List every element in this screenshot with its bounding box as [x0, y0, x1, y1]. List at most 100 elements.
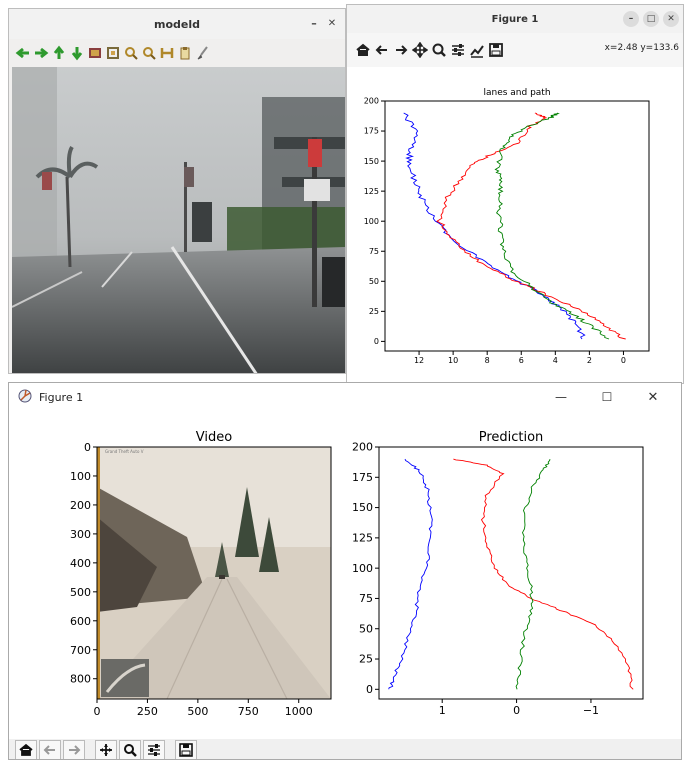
save-icon[interactable]: [488, 42, 504, 58]
y-tick-label: 150: [352, 501, 373, 514]
edit-icon[interactable]: [469, 42, 485, 58]
window-title: Figure 1: [39, 390, 84, 404]
y-tick-label: 25: [359, 653, 373, 666]
maximize-icon[interactable]: ☐: [601, 390, 613, 404]
y-tick-label: 50: [359, 622, 373, 635]
y-tick-label: 0: [374, 337, 379, 346]
matplotlib-logo-icon: [17, 389, 33, 406]
y-tick-label: 25: [369, 307, 379, 316]
y-tick-label: 0: [84, 441, 91, 454]
x-tick-label: 4: [553, 356, 558, 365]
video-axes-frame: [96, 446, 332, 700]
x-tick-label: 0: [513, 704, 520, 717]
x-tick-label: 500: [187, 705, 208, 718]
y-tick-label: 0: [366, 683, 373, 696]
window-title: Figure 1: [491, 13, 539, 25]
y-tick-label: 50: [369, 277, 379, 286]
x-tick-label: −1: [583, 704, 599, 717]
x-tick-label: 750: [238, 705, 259, 718]
lanes-and-path-chart: lanes and path 12 10 8 6 4 2 00 25 50 75 100 125 150 1…: [364, 88, 650, 365]
modeld-titlebar: modeld – ✕: [9, 9, 345, 39]
y-tick-label: 300: [70, 528, 91, 541]
y-tick-label: 125: [364, 187, 379, 196]
driving-video-frame: [12, 67, 345, 373]
up-arrow-icon[interactable]: [51, 45, 67, 61]
minimize-icon[interactable]: —: [555, 390, 567, 404]
y-tick-label: 200: [352, 441, 373, 454]
forward-icon[interactable]: [63, 740, 85, 759]
close-icon[interactable]: ✕: [647, 389, 659, 405]
y-tick-label: 175: [352, 471, 373, 484]
pan-icon[interactable]: [95, 740, 117, 759]
y-tick-label: 175: [364, 127, 379, 136]
y-tick-label: 200: [70, 499, 91, 512]
video-title: Video: [196, 430, 232, 445]
maximize-icon[interactable]: □: [643, 11, 659, 27]
y-tick-label: 200: [364, 97, 379, 106]
save-icon[interactable]: [175, 740, 197, 759]
x-tick-label: 8: [485, 356, 490, 365]
y-tick-label: 700: [70, 644, 91, 657]
x-tick-label: 6: [519, 356, 524, 365]
video-caption: Grand Theft Auto V: [105, 449, 144, 454]
zoom-icon[interactable]: [431, 42, 447, 58]
chart-title: lanes and path: [483, 88, 550, 98]
y-tick-label: 75: [359, 592, 373, 605]
y-tick-label: 600: [70, 615, 91, 628]
forward-icon[interactable]: [393, 42, 409, 58]
video-panel: Grand Theft Auto V Video 0 250 500 750 1000 0 10…: [70, 430, 332, 718]
x-tick-label: 0: [94, 705, 101, 718]
minimize-icon[interactable]: –: [311, 16, 317, 30]
right-arrow-icon[interactable]: [33, 45, 49, 61]
modeld-toolbar: [9, 39, 345, 67]
home-icon[interactable]: [15, 740, 37, 759]
x-tick-label: 12: [414, 356, 424, 365]
y-tick-label: 100: [364, 217, 379, 226]
home-icon[interactable]: [159, 45, 175, 61]
chart-title: Prediction: [479, 430, 544, 445]
window-title: modeld: [154, 17, 200, 31]
pan-icon[interactable]: [412, 42, 428, 58]
close-icon[interactable]: ✕: [663, 11, 679, 27]
series-line: [388, 458, 433, 690]
series-line: [515, 458, 551, 690]
y-tick-label: 500: [70, 586, 91, 599]
brush-icon[interactable]: [195, 45, 211, 61]
back-icon[interactable]: [39, 740, 61, 759]
minimize-icon[interactable]: –: [623, 11, 639, 27]
figure-toolbar: [347, 33, 683, 67]
x-tick-label: 1000: [285, 705, 313, 718]
down-arrow-icon[interactable]: [69, 45, 85, 61]
plot-area: [384, 100, 650, 352]
y-tick-label: 400: [70, 557, 91, 570]
modeld-window: modeld – ✕: [8, 8, 346, 374]
x-tick-label: 250: [137, 705, 158, 718]
figure-window-gtk: Figure 1 – □ ✕ x=2.48 y=133.6 lanes and …: [346, 4, 684, 384]
series-line: [453, 458, 634, 690]
y-tick-label: 150: [364, 157, 379, 166]
y-tick-label: 125: [352, 532, 373, 545]
zoom-out-icon[interactable]: [141, 45, 157, 61]
close-icon[interactable]: ✕: [327, 17, 337, 29]
x-tick-label: 0: [621, 356, 626, 365]
configure-icon[interactable]: [143, 740, 165, 759]
zoom-in-icon[interactable]: [123, 45, 139, 61]
series-line: [494, 112, 610, 340]
y-tick-label: 75: [369, 247, 379, 256]
back-icon[interactable]: [374, 42, 390, 58]
cursor-coordinates: x=2.48 y=133.6: [604, 43, 679, 53]
configure-icon[interactable]: [450, 42, 466, 58]
x-tick-label: 10: [448, 356, 458, 365]
prediction-chart: Prediction 1 0 −1 0 25 50 75 100 125 150 175 200: [352, 430, 644, 717]
y-tick-label: 800: [70, 673, 91, 686]
fit-icon[interactable]: [105, 45, 121, 61]
figure-navigation-toolbar: [9, 739, 681, 759]
zoom-icon[interactable]: [119, 740, 141, 759]
figure-titlebar: Figure 1 – □ ✕: [347, 5, 683, 33]
home-icon[interactable]: [355, 42, 371, 58]
y-tick-label: 100: [352, 562, 373, 575]
record-icon[interactable]: [87, 45, 103, 61]
gta-video-frame: [97, 447, 331, 700]
left-arrow-icon[interactable]: [15, 45, 31, 61]
clipboard-icon[interactable]: [177, 45, 193, 61]
